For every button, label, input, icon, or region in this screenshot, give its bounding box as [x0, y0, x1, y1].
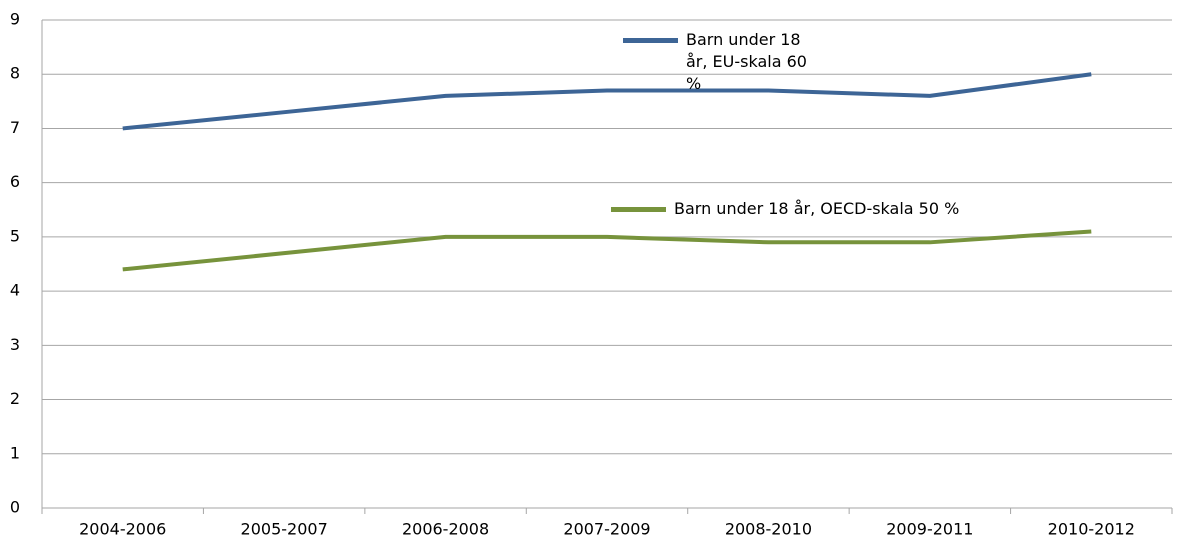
- y-tick-label: 6: [10, 172, 20, 191]
- legend-swatch: [623, 38, 678, 43]
- line-series: [122, 72, 1092, 131]
- line-series: [122, 229, 1092, 272]
- x-tick-label: 2005-2007: [241, 520, 328, 539]
- y-tick-label: 8: [10, 64, 20, 83]
- y-tick-label: 4: [10, 281, 20, 300]
- x-tick-label: 2008-2010: [725, 520, 812, 539]
- x-tick-label: 2006-2008: [402, 520, 489, 539]
- y-tick-label: 2: [10, 389, 20, 408]
- y-tick-label: 1: [10, 443, 20, 462]
- y-tick-label: 0: [10, 498, 20, 517]
- legend-label: Barn under 18 år, EU-skala 60 %: [686, 30, 807, 93]
- legend-item: Barn under 18 år, EU-skala 60 %: [623, 29, 823, 95]
- y-tick-label: 3: [10, 335, 20, 354]
- y-tick-label: 9: [10, 10, 20, 29]
- y-tick-label: 5: [10, 226, 20, 245]
- x-tick-label: 2010-2012: [1048, 520, 1135, 539]
- y-tick-label: 7: [10, 118, 20, 137]
- legend-item: Barn under 18 år, OECD-skala 50 %: [611, 198, 1031, 220]
- legend-swatch: [611, 207, 666, 212]
- x-tick-label: 2007-2009: [563, 520, 650, 539]
- x-tick-label: 2009-2011: [886, 520, 973, 539]
- legend-label: Barn under 18 år, OECD-skala 50 %: [674, 199, 960, 218]
- x-tick-label: 2004-2006: [79, 520, 166, 539]
